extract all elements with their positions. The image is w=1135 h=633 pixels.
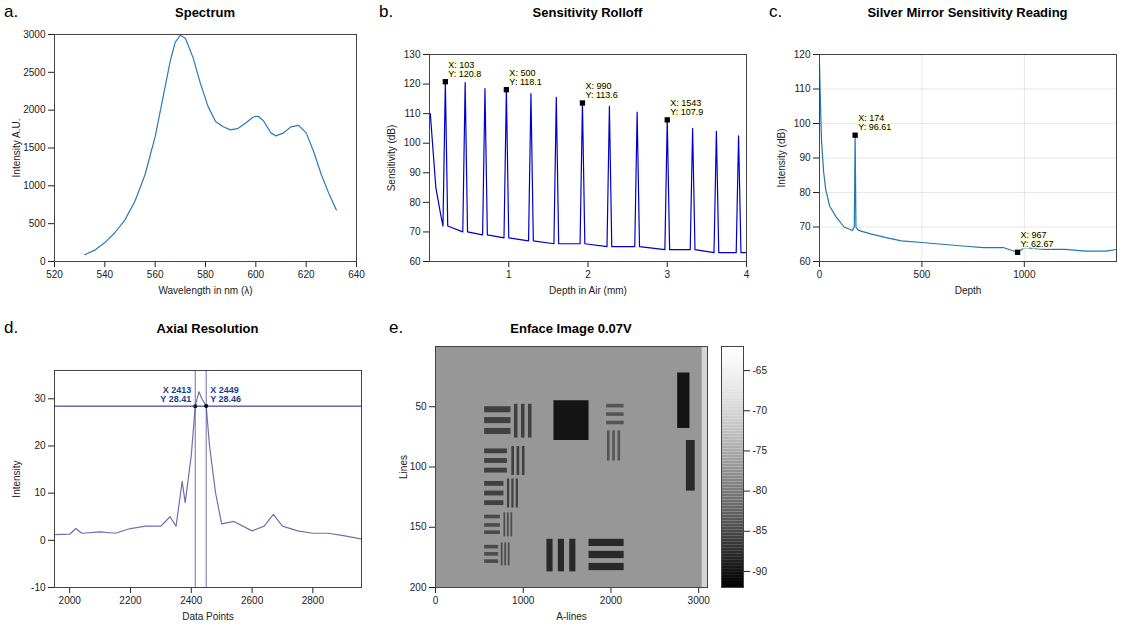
svg-text:-65: -65 — [753, 365, 768, 376]
svg-text:Lines: Lines — [398, 455, 409, 479]
svg-text:X 2449Y 28.46: X 2449Y 28.46 — [210, 385, 241, 404]
svg-text:500: 500 — [29, 218, 46, 229]
svg-text:X: 967Y: 62.67: X: 967Y: 62.67 — [1021, 230, 1054, 249]
svg-text:540: 540 — [96, 269, 113, 280]
svg-text:Intensity: Intensity — [11, 460, 22, 497]
svg-text:1500: 1500 — [23, 142, 46, 153]
html-text:b.: b. — [379, 2, 394, 21]
html-text:Silver Mirror Sensitivity Read: Silver Mirror Sensitivity Reading — [867, 5, 1068, 20]
svg-text:4: 4 — [744, 269, 750, 280]
svg-text:620: 620 — [298, 269, 315, 280]
svg-text:X: 174Y: 96.61: X: 174Y: 96.61 — [858, 113, 891, 132]
svg-text:100: 100 — [410, 461, 427, 472]
svg-text:2200: 2200 — [119, 595, 142, 606]
html-text:Enface Image 0.07V: Enface Image 0.07V — [510, 321, 632, 336]
svg-text:3000: 3000 — [23, 29, 46, 40]
svg-text:X: 990Y: 113.6: X: 990Y: 113.6 — [585, 81, 617, 100]
html-text:c.: c. — [769, 2, 783, 21]
svg-text:640: 640 — [348, 269, 365, 280]
svg-text:70: 70 — [409, 226, 421, 237]
svg-text:520: 520 — [46, 269, 63, 280]
html-text:Axial Resolution: Axial Resolution — [156, 321, 259, 336]
svg-text:60: 60 — [409, 256, 421, 267]
svg-text:150: 150 — [410, 521, 427, 532]
svg-text:500: 500 — [914, 269, 931, 280]
svg-text:-85: -85 — [753, 525, 768, 536]
svg-text:2500: 2500 — [23, 67, 46, 78]
svg-text:580: 580 — [197, 269, 214, 280]
svg-text:2000: 2000 — [23, 104, 46, 115]
svg-text:90: 90 — [799, 152, 811, 163]
html-text:e.: e. — [389, 318, 404, 337]
html-text:Sensitivity Rolloff: Sensitivity Rolloff — [532, 5, 643, 20]
svg-text:0: 0 — [40, 256, 46, 267]
html-text:Spectrum: Spectrum — [175, 5, 235, 20]
svg-text:X: 1543Y: 107.9: X: 1543Y: 107.9 — [670, 98, 703, 117]
svg-text:80: 80 — [799, 187, 811, 198]
html-text:a.: a. — [4, 2, 19, 21]
svg-text:100: 100 — [794, 118, 811, 129]
html-text:d.: d. — [4, 318, 19, 337]
svg-text:-90: -90 — [753, 566, 768, 577]
svg-text:Wavelength in nm (λ): Wavelength in nm (λ) — [158, 285, 252, 296]
svg-text:1000: 1000 — [23, 180, 46, 191]
svg-text:Depth in Air (mm): Depth in Air (mm) — [549, 285, 627, 296]
svg-text:1000: 1000 — [1013, 269, 1036, 280]
svg-text:100: 100 — [404, 137, 421, 148]
svg-text:110: 110 — [405, 108, 421, 119]
svg-text:30: 30 — [34, 393, 46, 404]
svg-text:10: 10 — [34, 487, 46, 498]
svg-text:600: 600 — [247, 269, 264, 280]
svg-text:2600: 2600 — [241, 595, 264, 606]
svg-text:0: 0 — [433, 595, 439, 606]
svg-text:110: 110 — [795, 83, 811, 94]
svg-text:20: 20 — [34, 440, 46, 451]
svg-text:50: 50 — [415, 401, 427, 412]
svg-text:80: 80 — [409, 197, 421, 208]
svg-text:-80: -80 — [753, 485, 768, 496]
svg-text:60: 60 — [799, 256, 811, 267]
svg-text:200: 200 — [410, 582, 427, 593]
svg-text:X 2413Y 28.41: X 2413Y 28.41 — [160, 385, 191, 404]
svg-text:70: 70 — [799, 221, 811, 232]
svg-text:0: 0 — [40, 535, 46, 546]
svg-text:Sensitivity (dB): Sensitivity (dB) — [386, 125, 397, 192]
svg-text:3000: 3000 — [688, 595, 711, 606]
svg-text:120: 120 — [404, 78, 421, 89]
svg-text:Intensity (dB): Intensity (dB) — [776, 129, 787, 188]
svg-text:-70: -70 — [753, 405, 768, 416]
svg-text:2000: 2000 — [600, 595, 623, 606]
svg-text:90: 90 — [409, 167, 421, 178]
svg-text:2000: 2000 — [59, 595, 82, 606]
svg-text:Intensity A.U.: Intensity A.U. — [11, 119, 22, 178]
svg-text:120: 120 — [794, 49, 811, 60]
svg-text:A-lines: A-lines — [556, 611, 587, 622]
svg-text:1000: 1000 — [512, 595, 535, 606]
svg-text:0: 0 — [817, 269, 823, 280]
svg-text:-10: -10 — [31, 582, 46, 593]
svg-text:X: 103Y: 120.8: X: 103Y: 120.8 — [448, 60, 481, 79]
svg-text:2: 2 — [585, 269, 591, 280]
svg-text:2800: 2800 — [302, 595, 325, 606]
svg-text:Depth: Depth — [955, 285, 982, 296]
svg-text:Data Points: Data Points — [182, 611, 234, 622]
svg-text:-75: -75 — [753, 445, 768, 456]
svg-text:3: 3 — [664, 269, 670, 280]
svg-text:X: 500Y: 118.1: X: 500Y: 118.1 — [509, 68, 541, 87]
svg-text:2400: 2400 — [180, 595, 203, 606]
svg-text:560: 560 — [147, 269, 164, 280]
svg-text:1: 1 — [506, 269, 512, 280]
svg-text:130: 130 — [404, 49, 421, 60]
